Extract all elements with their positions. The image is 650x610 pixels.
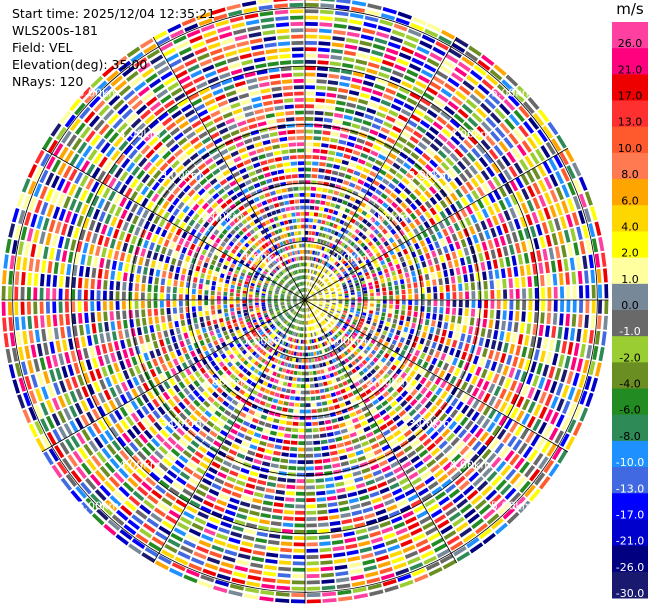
- range-ring-label: 3.00km: [408, 169, 450, 182]
- colorbar-swatch: [612, 48, 648, 75]
- colorbar-swatch: [612, 126, 648, 154]
- range-ring: [70, 65, 540, 535]
- range-ring-label: 5.00km: [491, 86, 533, 99]
- colorbar-swatch: [612, 519, 648, 547]
- colorbar-tick-label: 0.0: [621, 299, 639, 312]
- range-ring-label: 2.00km: [202, 376, 244, 389]
- colorbar-swatch: [612, 205, 648, 232]
- elevation: Elevation(deg): 35.00: [12, 57, 148, 72]
- colorbar-swatch: [612, 493, 648, 520]
- colorbar-tick-label: -10.0: [616, 456, 644, 469]
- colorbar-tick-label: -17.0: [616, 508, 644, 521]
- colorbar-swatch: [612, 440, 648, 468]
- colorbar-tick-label: 2.0: [621, 247, 639, 260]
- colorbar-swatch: [612, 362, 648, 390]
- colorbar-swatch: [612, 231, 648, 259]
- colorbar-swatch: [612, 388, 648, 416]
- range-ring-label: 3.00km: [408, 417, 450, 430]
- colorbar-swatch: [612, 22, 648, 49]
- colorbar-swatch: [612, 571, 648, 599]
- range-ring-label: 2.00km: [367, 376, 409, 389]
- colorbar-tick-label: 10.0: [618, 142, 643, 155]
- azimuth-line: [41, 147, 306, 301]
- range-ring-label: 2.00km: [202, 210, 244, 223]
- colorbar-swatch: [612, 336, 648, 363]
- azimuth-line: [304, 147, 569, 301]
- colorbar-tick-label: -6.0: [619, 404, 640, 417]
- range-ring-label: 3.00km: [160, 417, 202, 430]
- azimuth-line: [304, 299, 458, 564]
- colorbar-tick-label: -26.0: [616, 561, 644, 574]
- velocity-bins: [1, 0, 609, 604]
- colorbar-swatch: [612, 100, 648, 128]
- range-ring: [246, 241, 364, 359]
- range-ring-label: 5.00km: [491, 500, 533, 513]
- colorbar-tick-label: -4.0: [619, 378, 640, 391]
- range-ring-label: 4.00km: [119, 128, 161, 141]
- azimuth-spokes: [1, 0, 609, 604]
- azimuth-line: [304, 36, 458, 301]
- range-ring-label: 1.00km: [243, 334, 285, 347]
- colorbar-tick-label: 6.0: [621, 194, 639, 207]
- field-name: Field: VEL: [12, 40, 73, 55]
- colorbar-tick-label: 13.0: [618, 116, 643, 129]
- colorbar-tick-label: 26.0: [618, 37, 643, 50]
- colorbar-swatch: [612, 414, 648, 442]
- colorbar-tick-label: -2.0: [619, 351, 640, 364]
- range-ring-label: 4.00km: [450, 458, 492, 471]
- colorbar-tick-label: 8.0: [621, 168, 639, 181]
- range-ring-label: 2.00km: [367, 210, 409, 223]
- colorbar-tick-label: -21.0: [616, 535, 644, 548]
- range-ring-label: 4.00km: [119, 458, 161, 471]
- range-ring-label: 1.00km: [326, 252, 368, 265]
- colorbar-swatch: [612, 257, 648, 285]
- range-ring: [187, 182, 423, 418]
- range-ring: [129, 124, 481, 476]
- colorbar-tick-label: 17.0: [618, 90, 643, 103]
- azimuth-line: [304, 299, 569, 453]
- scan-info: Start time: 2025/12/04 12:35:21 WLS200s-…: [12, 5, 215, 90]
- range-ring-label: 5.00km: [78, 86, 120, 99]
- colorbar-unit: m/s: [616, 0, 644, 18]
- range-ring-label: 1.00km: [243, 252, 285, 265]
- range-ring-label: 5.00km: [78, 500, 120, 513]
- colorbar-swatch: [612, 74, 648, 102]
- range-rings: [0, 0, 610, 605]
- range-ring-label: 1.00km: [326, 334, 368, 347]
- range-ring-label: 3.00km: [160, 169, 202, 182]
- azimuth-line: [152, 36, 306, 301]
- azimuth-line: [152, 299, 306, 564]
- colorbar: 26.0 21.0 17.0 13.0 10.0 8.0 6.0 4.0 2.0 1.0 0.0 -1…: [612, 22, 648, 600]
- azimuth-line: [41, 299, 306, 453]
- colorbar-swatch: [612, 310, 648, 337]
- range-ring-label: 4.00km: [450, 128, 492, 141]
- velocity-bin-group: [5, 11, 599, 596]
- start-time: Start time: 2025/12/04 12:35:21: [12, 6, 216, 21]
- nrays: NRays: 120: [12, 74, 84, 89]
- colorbar-tick-label: -1.0: [619, 325, 640, 338]
- colorbar-swatch: [612, 467, 648, 494]
- instrument-name: WLS200s-181: [12, 23, 98, 38]
- range-ring: [12, 7, 598, 593]
- colorbar-swatch: [612, 179, 648, 206]
- colorbar-swatch: [612, 283, 648, 311]
- colorbar-tick-label: -8.0: [619, 430, 640, 443]
- colorbar-tick-label: 21.0: [618, 63, 643, 76]
- range-ring-labels: 1.00km 1.00km 1.00km 1.00km 2.00km 2.00km 2.00…: [78, 86, 533, 512]
- colorbar-swatch: [612, 545, 648, 573]
- colorbar-tick-label: -13.0: [616, 482, 644, 495]
- colorbar-tick-label: 1.0: [621, 273, 639, 286]
- velocity-bin-group: [21, 0, 607, 578]
- colorbar-tick-label: 4.0: [621, 220, 639, 233]
- colorbar-tick-label: -30.0: [616, 587, 644, 600]
- plot-outline: [0, 0, 610, 605]
- colorbar-swatch: [612, 152, 648, 180]
